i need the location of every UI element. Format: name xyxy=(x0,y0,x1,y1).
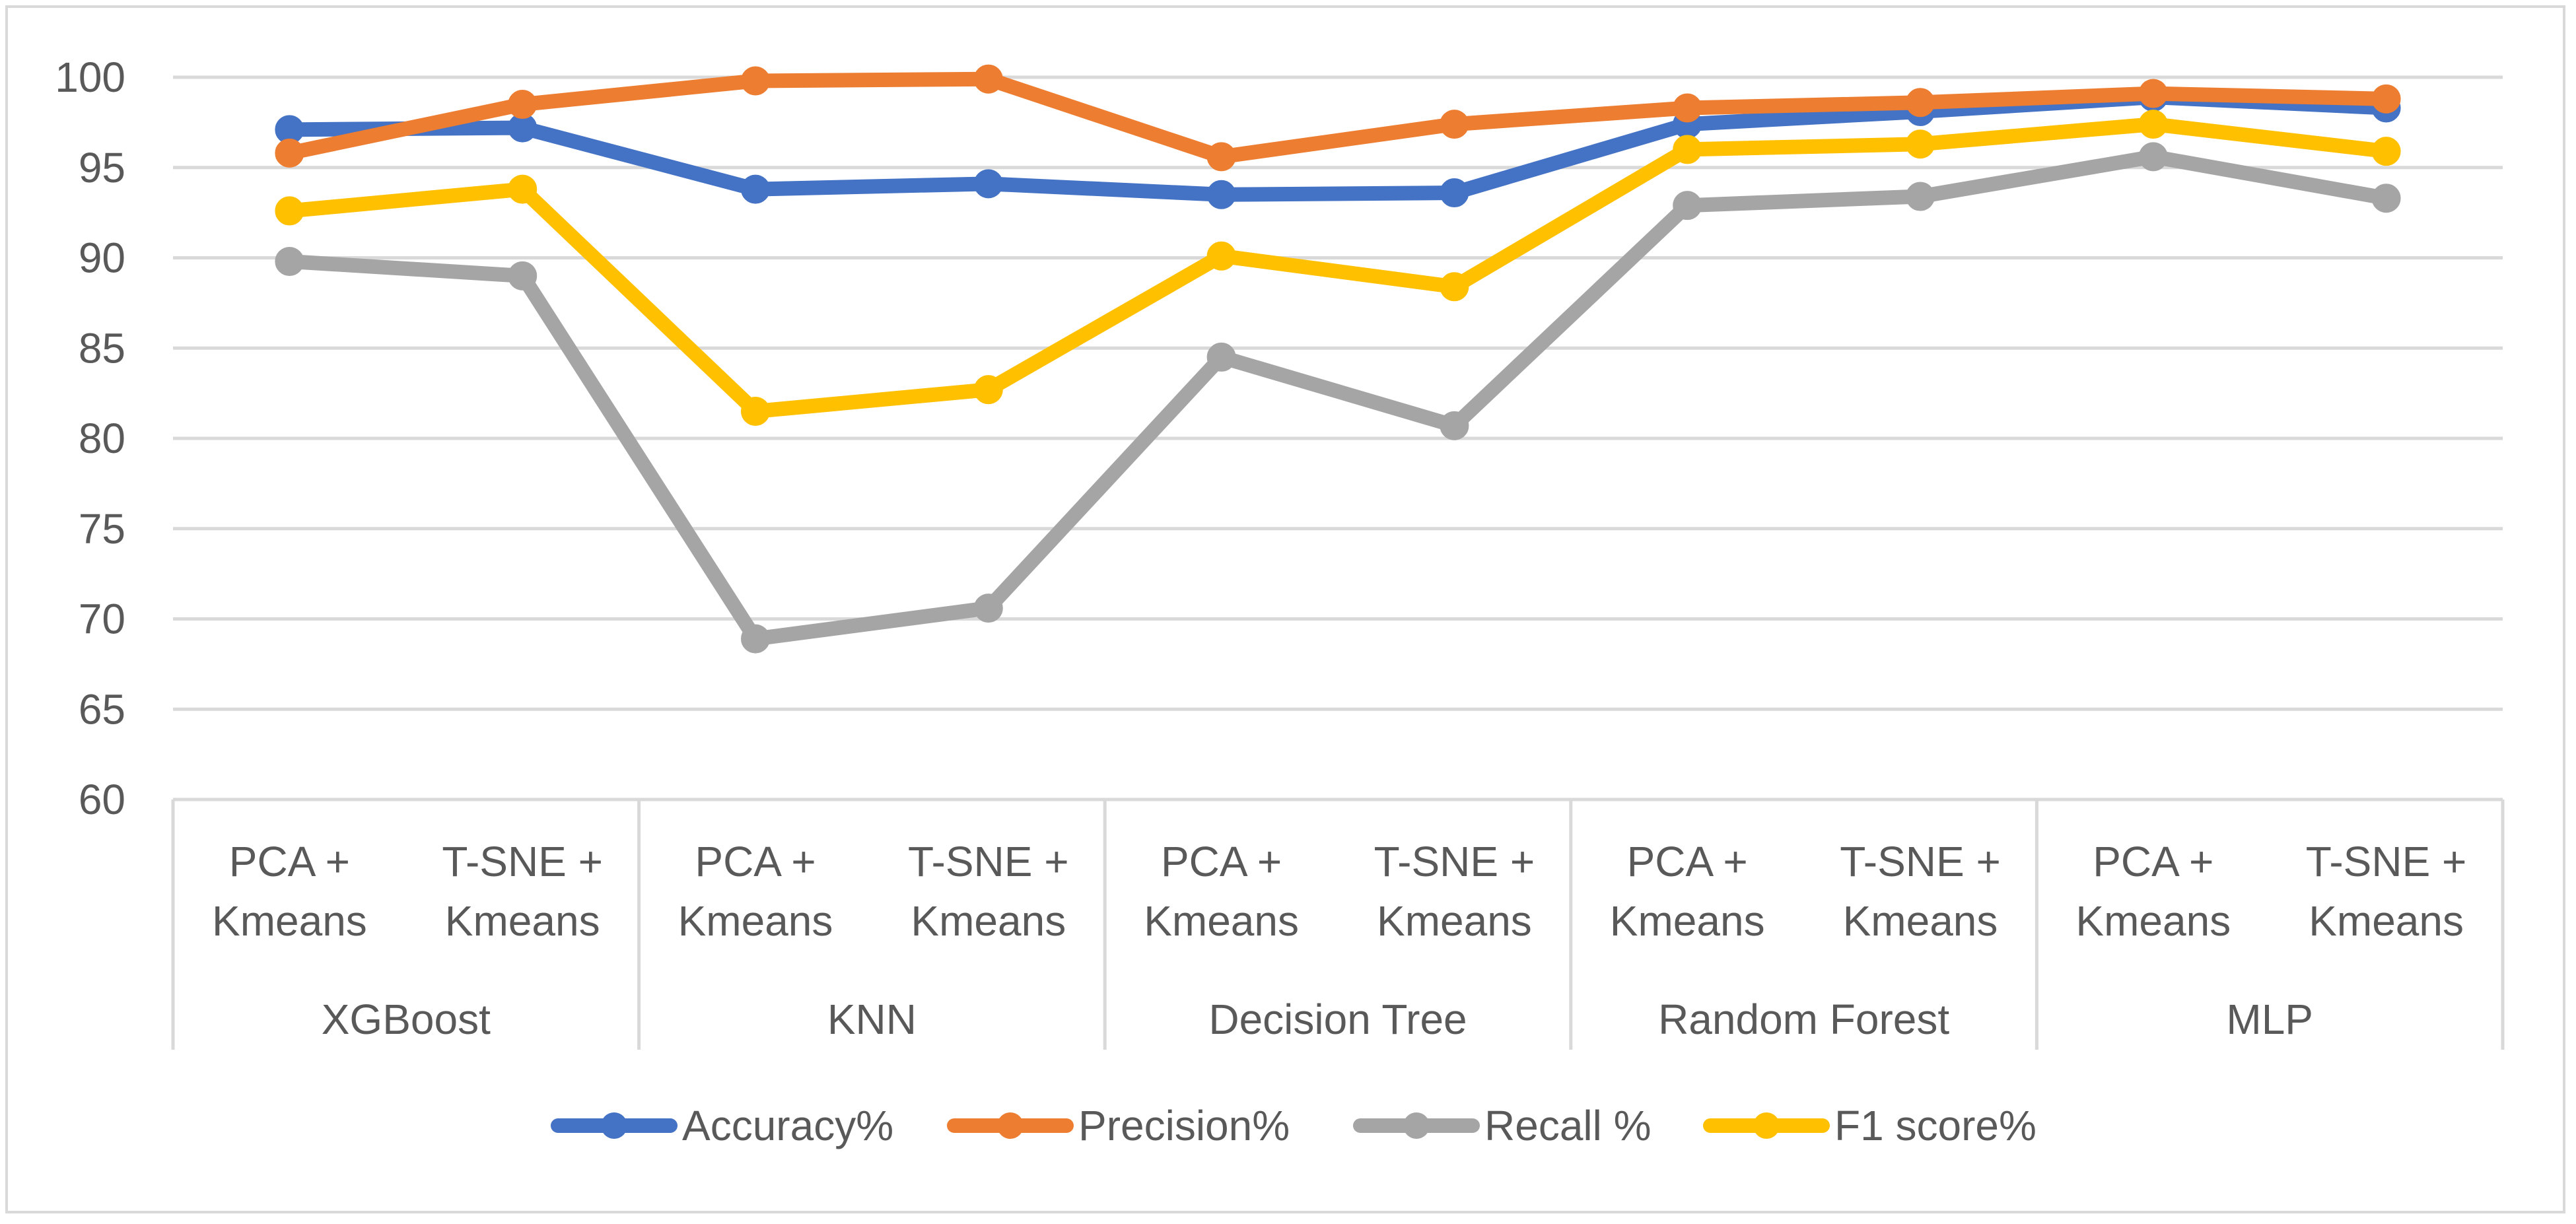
category-axis: PCA + Kmeans T-SNE + Kmeans XGBoost PCA + Kmea… xyxy=(171,798,2505,1050)
data-point xyxy=(1440,411,1469,440)
legend-label: Accuracy% xyxy=(682,1102,893,1149)
grid-lines: 60 65 70 75 80 85 90 95 100 xyxy=(55,53,2503,823)
data-point xyxy=(973,594,1003,623)
series-f1-score- xyxy=(275,110,2401,426)
series-line xyxy=(282,149,2394,646)
y-tick-label: 65 xyxy=(79,685,125,733)
data-point xyxy=(275,246,304,276)
data-point xyxy=(1440,110,1469,139)
y-tick-label: 100 xyxy=(55,53,125,101)
data-point xyxy=(2138,142,2168,172)
category-label: Kmeans xyxy=(1377,897,1532,945)
data-point xyxy=(1206,241,1236,271)
legend-swatch-marker xyxy=(1403,1112,1430,1139)
y-tick-label: 85 xyxy=(79,324,125,372)
data-point xyxy=(741,396,770,426)
data-point xyxy=(2371,84,2401,114)
data-point xyxy=(1206,142,1236,172)
data-point xyxy=(1673,135,1702,164)
category-label: PCA + xyxy=(229,838,350,885)
group-label: Decision Tree xyxy=(1208,996,1467,1043)
data-point xyxy=(275,138,304,168)
legend-item: Accuracy% xyxy=(551,1102,893,1149)
category-label: T-SNE + xyxy=(442,838,603,885)
data-point xyxy=(275,196,304,226)
category-label: PCA + xyxy=(2093,838,2213,885)
y-tick-label: 80 xyxy=(79,415,125,462)
y-tick-label: 90 xyxy=(79,234,125,282)
category-label: T-SNE + xyxy=(1374,838,1535,885)
category-label: Kmeans xyxy=(1610,897,1765,945)
legend-item: Precision% xyxy=(947,1102,1290,1149)
series-line xyxy=(282,117,2394,419)
data-point xyxy=(2371,137,2401,166)
legend-item: F1 score% xyxy=(1703,1102,2036,1149)
data-point xyxy=(508,174,538,204)
category-label: Kmeans xyxy=(1843,897,1998,945)
data-point xyxy=(973,375,1003,405)
legend-label: Precision% xyxy=(1078,1102,1290,1149)
category-label: T-SNE + xyxy=(908,838,1069,885)
legend-swatch-marker xyxy=(601,1112,627,1139)
data-point xyxy=(1673,191,1702,221)
y-tick-label: 95 xyxy=(79,144,125,191)
data-point xyxy=(2138,79,2168,108)
category-label: Kmeans xyxy=(911,897,1066,945)
category-label: PCA + xyxy=(695,838,816,885)
data-point xyxy=(508,261,538,290)
data-point xyxy=(1673,93,1702,123)
group-label: MLP xyxy=(2226,996,2313,1043)
group-label: XGBoost xyxy=(322,996,491,1043)
legend-label: Recall % xyxy=(1484,1102,1652,1149)
data-point xyxy=(1206,342,1236,372)
group-label: KNN xyxy=(827,996,917,1043)
y-tick-label: 70 xyxy=(79,595,125,643)
legend-label: F1 score% xyxy=(1834,1102,2036,1149)
category-label: PCA + xyxy=(1161,838,1282,885)
data-point xyxy=(741,174,770,204)
data-point xyxy=(1906,88,1935,118)
data-point xyxy=(2138,110,2168,139)
data-point xyxy=(1440,178,1469,208)
data-point xyxy=(1206,180,1236,209)
category-label: T-SNE + xyxy=(1840,838,2001,885)
category-label: T-SNE + xyxy=(2306,838,2467,885)
data-point xyxy=(1906,182,1935,211)
data-point xyxy=(973,169,1003,199)
category-label: PCA + xyxy=(1627,838,1748,885)
legend: Accuracy% Precision% Recall % F1 score% xyxy=(551,1102,2036,1149)
series-lines xyxy=(275,64,2401,654)
series-precision- xyxy=(275,64,2401,172)
chart-frame xyxy=(5,5,2565,1213)
legend-swatch-marker xyxy=(997,1112,1024,1139)
category-label: Kmeans xyxy=(445,897,600,945)
y-tick-label: 60 xyxy=(79,776,125,823)
category-label: Kmeans xyxy=(212,897,367,945)
data-point xyxy=(1440,272,1469,302)
data-point xyxy=(741,66,770,96)
category-label: Kmeans xyxy=(2309,897,2464,945)
group-label: Random Forest xyxy=(1658,996,1949,1043)
category-label: Kmeans xyxy=(678,897,833,945)
legend-item: Recall % xyxy=(1353,1102,1652,1149)
category-label: Kmeans xyxy=(2075,897,2231,945)
series-recall- xyxy=(275,142,2401,654)
legend-swatch-marker xyxy=(1753,1112,1780,1139)
data-point xyxy=(2371,184,2401,213)
data-point xyxy=(973,64,1003,94)
data-point xyxy=(741,624,770,654)
series-line xyxy=(282,71,2394,164)
data-point xyxy=(508,90,538,119)
data-point xyxy=(1906,129,1935,159)
category-label: Kmeans xyxy=(1144,897,1299,945)
y-tick-label: 75 xyxy=(79,505,125,553)
